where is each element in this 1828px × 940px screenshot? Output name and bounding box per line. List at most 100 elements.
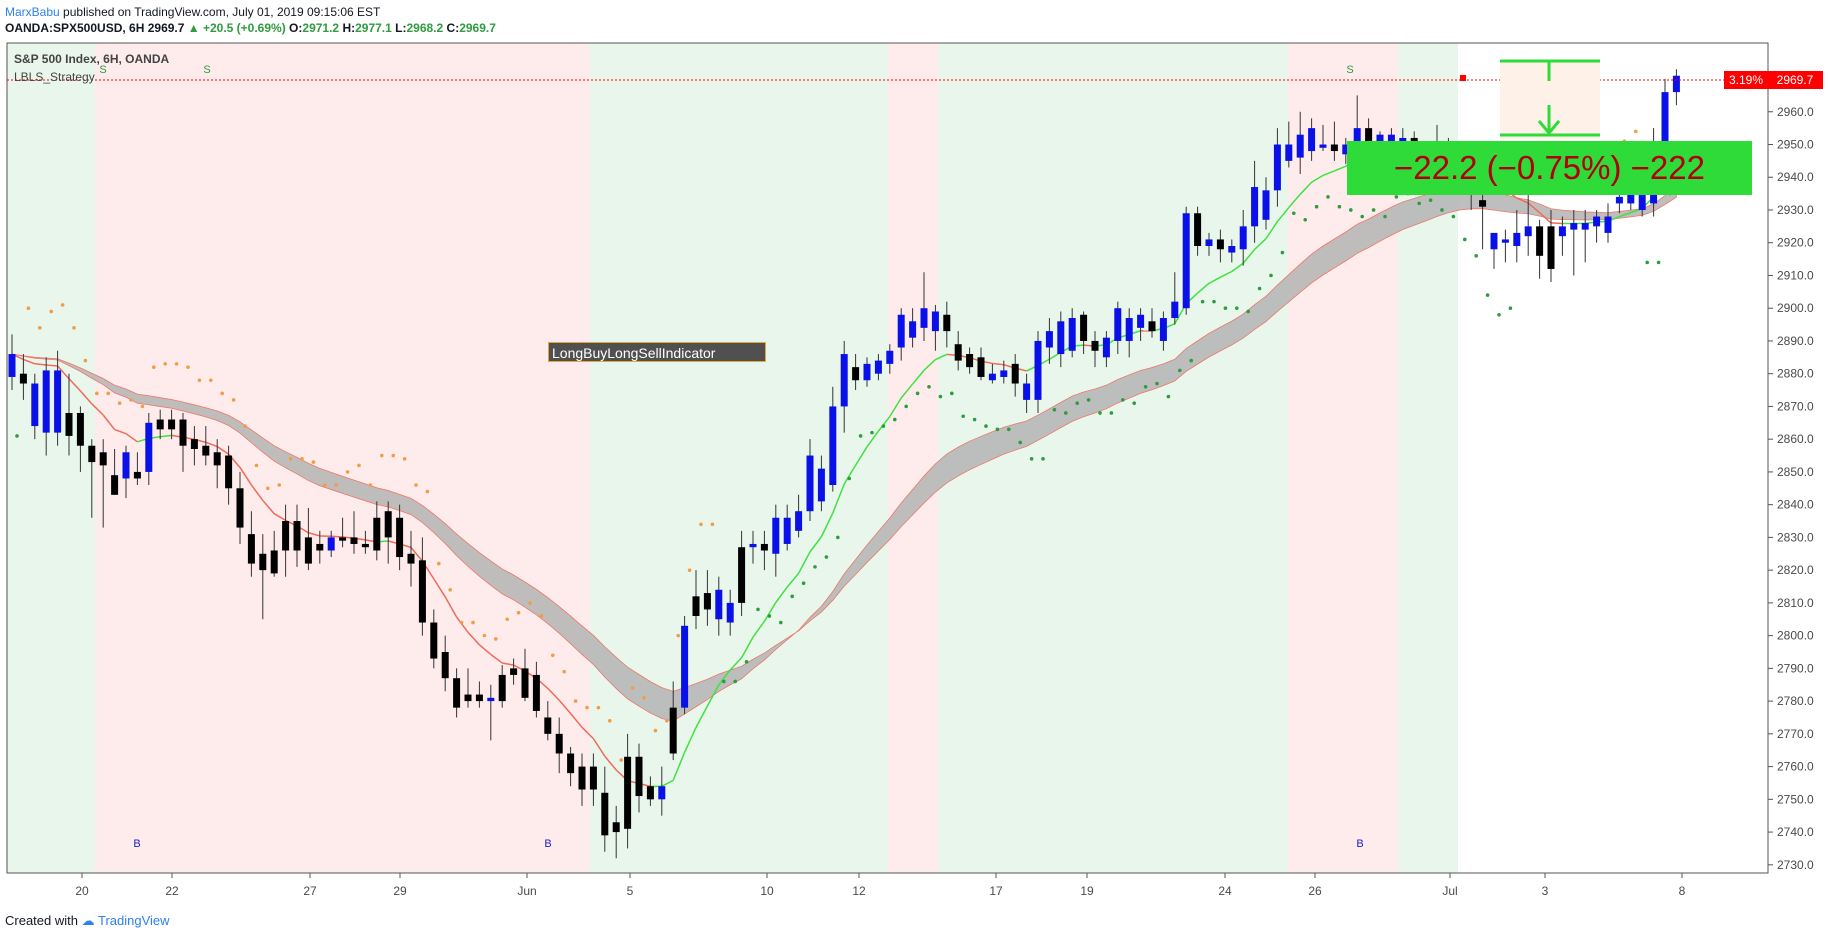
candle-body <box>1159 318 1167 341</box>
fast-ma-segment <box>558 699 572 714</box>
footer-created: Created with <box>5 913 78 928</box>
fast-ma-segment <box>444 596 458 618</box>
candle-body <box>1000 370 1008 377</box>
fast-ma-segment <box>216 445 230 455</box>
candle <box>304 507 312 571</box>
stop-dot <box>893 417 897 422</box>
last-price: 2969.7 <box>147 21 185 35</box>
candle <box>65 373 73 456</box>
candle <box>1216 229 1224 263</box>
fast-ma-segment <box>1527 202 1541 214</box>
stop-dot <box>1212 299 1216 304</box>
fast-ma-segment <box>455 616 469 633</box>
candle <box>282 504 290 577</box>
candle <box>1239 209 1247 266</box>
stop-dot <box>1417 201 1421 206</box>
candle-body <box>156 419 164 430</box>
study-legend[interactable]: LBLS_Strategy <box>14 70 95 84</box>
fast-ma-segment <box>160 434 172 438</box>
candle-body <box>168 419 176 430</box>
candle-body <box>247 534 255 564</box>
candle <box>909 308 917 348</box>
fast-ma-segment <box>672 751 686 781</box>
stop-dot <box>699 522 703 527</box>
x-tick-label: 22 <box>165 884 179 898</box>
candle-body <box>304 537 312 564</box>
low-label: L: <box>395 21 407 35</box>
stop-dot <box>1451 214 1456 219</box>
candle-body <box>1672 75 1680 93</box>
fast-ma-segment <box>786 572 800 588</box>
footer-brand[interactable]: TradingView <box>98 913 170 928</box>
candle-body <box>111 475 119 495</box>
stop-dot <box>459 620 464 625</box>
candle-body <box>76 412 84 446</box>
stop-dot <box>231 398 236 402</box>
author-link[interactable]: MarxBabu <box>5 5 60 19</box>
candle-body <box>1114 308 1122 341</box>
exit-arrow-icon <box>1537 105 1561 136</box>
candle <box>829 386 837 492</box>
candle-body <box>327 537 335 551</box>
y-tick-label: 2880.0 <box>1777 367 1814 381</box>
fast-ma-segment <box>273 513 286 522</box>
candle-body <box>1479 200 1487 207</box>
fast-ma-segment <box>797 551 811 574</box>
candle <box>874 354 882 381</box>
candle <box>1057 311 1065 368</box>
fast-ma-segment <box>775 586 788 603</box>
candle-body <box>1216 239 1224 250</box>
fast-ma-segment <box>740 636 754 659</box>
candle-body <box>1570 223 1578 230</box>
candle <box>270 530 278 577</box>
candle <box>612 805 620 859</box>
candle-body <box>1547 226 1555 269</box>
candle-body <box>1296 134 1304 158</box>
candle <box>658 766 666 816</box>
candle-body <box>521 668 529 698</box>
candle-body <box>498 674 506 702</box>
high-value: 2977.1 <box>355 21 392 35</box>
stop-dot <box>106 391 110 396</box>
signal-label: S <box>1346 64 1353 76</box>
candle <box>1524 193 1532 256</box>
candle <box>361 530 369 554</box>
fast-ma-segment <box>410 547 423 562</box>
candle <box>1490 232 1498 269</box>
fast-ma-segment <box>992 362 1004 366</box>
candle-body <box>817 468 825 502</box>
price-badge <box>1768 70 1823 89</box>
fast-ma-segment <box>478 644 492 656</box>
candle <box>578 753 586 806</box>
stop-dot <box>1303 218 1307 222</box>
fast-ma-segment <box>1254 238 1267 250</box>
stop-dot <box>551 653 555 658</box>
candle <box>635 743 643 813</box>
x-tick-label: 17 <box>989 884 1003 898</box>
stop-dot <box>1360 214 1364 219</box>
candle <box>749 530 757 564</box>
candle <box>532 661 540 718</box>
candle <box>1159 311 1167 351</box>
candle <box>1182 206 1190 315</box>
stop-dot <box>767 614 772 618</box>
fast-ma-segment <box>935 353 948 361</box>
candle-body <box>1273 144 1281 191</box>
candle-body <box>475 694 483 702</box>
stop-dot <box>1292 211 1296 216</box>
candle <box>190 426 198 466</box>
candle <box>1080 311 1088 355</box>
stop-dot <box>642 696 646 700</box>
candle-body <box>988 373 996 381</box>
y-tick-label: 2960.0 <box>1777 105 1814 119</box>
stop-dot <box>813 565 817 569</box>
y-tick-label: 2740.0 <box>1777 825 1814 839</box>
candle <box>669 681 677 761</box>
candle-body <box>225 455 233 489</box>
y-tick-label: 2890.0 <box>1777 334 1814 348</box>
stop-dot <box>1200 299 1205 304</box>
x-tick-label: Jun <box>517 884 536 898</box>
candle-body <box>1057 321 1065 355</box>
y-tick-label: 2920.0 <box>1777 236 1814 250</box>
